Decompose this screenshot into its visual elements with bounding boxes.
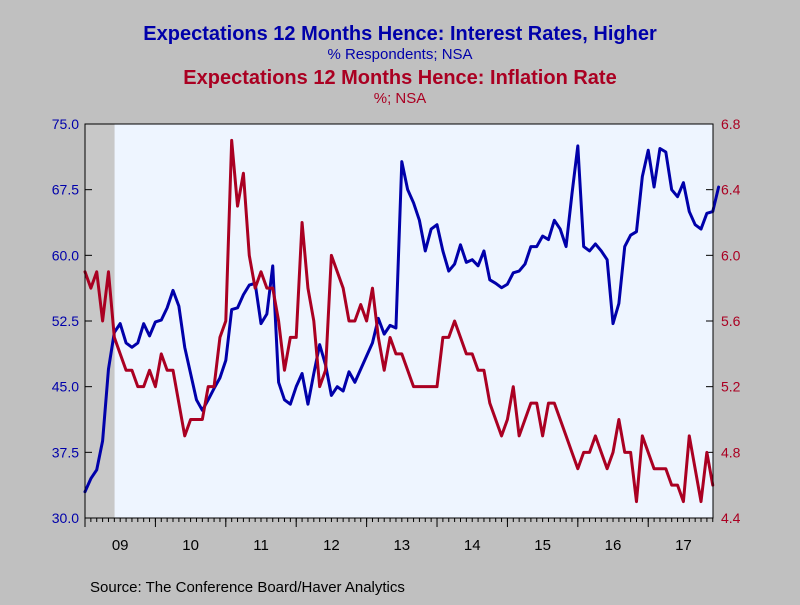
title-interest-rates: Expectations 12 Months Hence: Interest R… <box>143 23 657 45</box>
right-axis-tick-label: 6.0 <box>721 247 741 263</box>
left-axis-tick-label: 67.5 <box>52 182 79 198</box>
x-axis-tick-label: 14 <box>464 537 481 554</box>
axis-labels-layer: 30.0 37.5 45.0 52.5 60.0 67.5 75.0 4.4 4.8 5.2 5.6… <box>52 116 741 554</box>
left-axis-tick-label: 30.0 <box>52 510 79 526</box>
right-axis-tick-label: 4.4 <box>721 510 741 526</box>
x-axis-tick-label: 16 <box>605 537 622 554</box>
series-line-interest-rates <box>83 144 721 494</box>
left-axis-tick-label: 45.0 <box>52 379 79 395</box>
series-line-inflation-rate <box>83 138 715 504</box>
right-axis-tick-label: 6.8 <box>721 116 741 132</box>
plot-frame <box>84 123 714 519</box>
left-axis-tick-label: 37.5 <box>52 444 79 460</box>
x-axis-tick-label: 12 <box>323 537 340 554</box>
subtitle-inflation-rate: %; NSA <box>374 90 427 107</box>
left-axis-tick-label: 52.5 <box>52 313 79 329</box>
x-axis-tick-label: 17 <box>675 537 692 554</box>
right-axis-tick-label: 6.4 <box>721 182 741 198</box>
x-axis-tick-label: 10 <box>182 537 199 554</box>
right-axis-tick-label: 5.6 <box>721 313 741 329</box>
x-axis-tick-label: 15 <box>534 537 551 554</box>
right-axis-tick-label: 5.2 <box>721 379 741 395</box>
source-note: Source: The Conference Board/Haver Analy… <box>90 579 405 596</box>
left-axis-tick-label: 60.0 <box>52 247 79 263</box>
left-axis-tick-label: 75.0 <box>52 116 79 132</box>
subtitle-interest-rates: % Respondents; NSA <box>327 46 472 63</box>
x-axis-tick-label: 13 <box>393 537 410 554</box>
plot-area <box>84 123 714 519</box>
x-axis-tick-label: 09 <box>112 537 129 554</box>
title-inflation-rate: Expectations 12 Months Hence: Inflation … <box>183 67 616 89</box>
right-axis-tick-label: 4.8 <box>721 444 741 460</box>
x-axis-tick-label: 11 <box>253 537 269 554</box>
series-layer <box>83 138 721 504</box>
